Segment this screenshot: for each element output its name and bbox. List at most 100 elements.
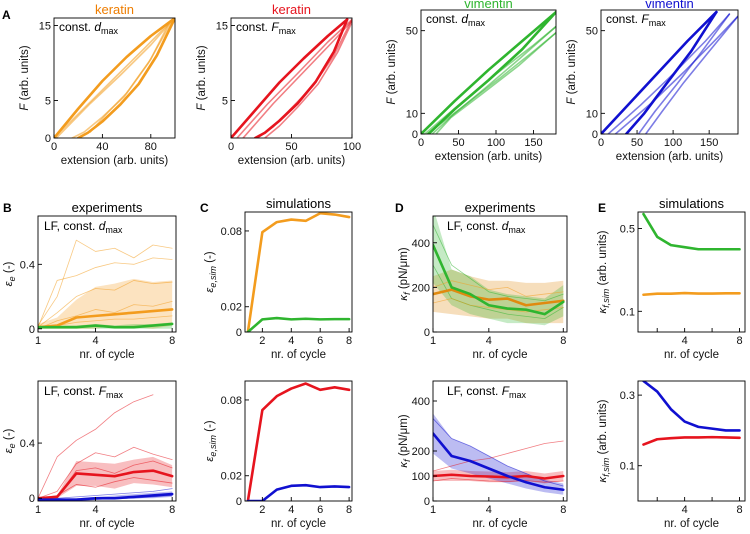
chart-c1: 2 4 6 8 0 0.02 0.08 nr. of cycle εe,sim (-) simul… [204, 196, 353, 361]
inset-label: LF, const. Fmax [44, 384, 124, 400]
x-axis-label: nr. of cycle [271, 518, 326, 530]
series-line-keratin-individual [433, 280, 564, 297]
chart-e2: 4 8 0.1 0.3 nr. of cycle κf,sim (arb. units) [597, 380, 746, 530]
y-tick-label: 0 [45, 133, 51, 145]
x-tick-label: 4 [486, 335, 492, 347]
x-tick-label: 100 [343, 141, 361, 153]
inset-subscript: max [105, 225, 123, 235]
series-line-unload [624, 10, 718, 134]
inset-prefix: const. [236, 20, 271, 34]
y-label-suffix: (-) [204, 251, 216, 266]
y-tick-label: 0.3 [620, 390, 635, 402]
plot-area [38, 394, 174, 501]
y-axis-label: εe (-) [3, 428, 17, 453]
plot-area [38, 239, 174, 330]
panel-label-b: B [3, 201, 12, 215]
plot-area [642, 212, 741, 297]
series-line-unload [427, 10, 556, 134]
y-tick-label: 0 [424, 496, 430, 508]
y-tick-label: 0.08 [221, 226, 242, 238]
band-vimentin-mean [433, 216, 564, 326]
y-tick-label: 50 [406, 26, 418, 38]
inset-label: const. Fmax [236, 20, 296, 36]
x-tick-label: 8 [736, 335, 742, 347]
inset-variable: F [271, 20, 279, 34]
series-line-keratin-individual [433, 298, 564, 313]
x-tick-label: 4 [682, 335, 688, 347]
y-tick-label: 0.08 [221, 395, 242, 407]
axes-frame [244, 211, 353, 333]
panel-label-e: E [598, 201, 606, 215]
series-line-vimentin-individual [38, 488, 173, 501]
y-axis-label: κf (pN/μm) [398, 414, 412, 467]
x-axis-label: extension (arb. units) [238, 155, 346, 167]
x-tick-label: 8 [346, 504, 352, 516]
y-label-suffix: (pN/μm) [398, 414, 410, 459]
y-label-subscript: f,sim [601, 457, 611, 477]
x-tick-label: 4 [682, 504, 688, 516]
y-label-subscript: e,sim [208, 435, 218, 457]
series-line-keratin [642, 291, 741, 297]
series-line-cycle [644, 15, 738, 134]
chart-b1: 1 4 8 0 0.4 nr. of cycle εe (-) experiments LF, … [3, 200, 177, 361]
inset-label: const. dmax [426, 12, 486, 28]
series-line-load [231, 18, 349, 138]
inset-label: LF, const. Fmax [447, 384, 527, 400]
band-keratin-mean [38, 278, 173, 329]
series-line-vimentin [246, 316, 351, 332]
y-label-subscript: f,sim [601, 288, 611, 308]
y-axis-label: κf,sim (arb. units) [597, 230, 611, 313]
inset-label: LF, const. dmax [447, 219, 526, 235]
series-line-cycle [54, 22, 170, 138]
axes-frame [37, 380, 177, 502]
plot-area [246, 212, 351, 332]
y-label-var: F [19, 103, 31, 111]
panel-label-c: C [200, 201, 209, 215]
series-line-cycle [607, 13, 731, 134]
x-axis-label: extension (arb. units) [435, 151, 543, 163]
x-tick-label: 8 [169, 504, 175, 516]
x-tick-label: 0 [51, 141, 57, 153]
series-line-cycle [435, 31, 556, 134]
plot-area [421, 10, 556, 134]
x-tick-label: 4 [288, 335, 294, 347]
y-axis-label: F (arb. units) [566, 39, 578, 104]
y-label-subscript: e [7, 443, 17, 448]
y-tick-label: 0.4 [20, 259, 35, 271]
y-label-suffix: (-) [3, 261, 15, 276]
chart-title: keratin [272, 2, 311, 17]
inset-label: const. dmax [59, 20, 119, 36]
y-axis-label: κf (pN/μm) [398, 247, 412, 300]
y-tick-label: 400 [412, 238, 430, 250]
series-line-unload [76, 18, 175, 138]
inset-variable: d [94, 20, 101, 34]
inset-subscript: max [279, 26, 297, 36]
chart-title: simulations [266, 196, 332, 211]
y-label-subscript: f [402, 458, 412, 462]
inset-variable: F [641, 12, 649, 26]
band-keratin-mean [38, 456, 173, 499]
y-label-suffix: (pN/μm) [398, 247, 410, 292]
chart-a1: 0 40 80 0 5 15 extension (arb. units) F (arb. u… [19, 2, 176, 167]
series-line-vimentin [642, 212, 741, 251]
series-line-cycle [431, 25, 556, 134]
panel-label-a: A [2, 8, 11, 22]
y-axis-label: κf,sim (arb. units) [597, 399, 611, 482]
series-line-keratin-mean [38, 469, 174, 500]
y-tick-label: 0 [424, 327, 430, 339]
series-line-unload [253, 18, 349, 138]
series-line-keratin-individual [433, 478, 564, 483]
y-tick-label: 0 [29, 493, 35, 505]
y-tick-label: 0.4 [20, 438, 35, 450]
plot-area [433, 413, 565, 495]
chart-d1: 1 4 8 0 200 400 nr. of cycle κf (pN/μm) experime… [398, 200, 568, 361]
chart-b2: 1 4 8 0 0.4 nr. of cycle εe (-) LF, const. Fmax [3, 380, 177, 530]
y-tick-label: 0 [412, 129, 418, 141]
y-label-unit: (arb. units) [386, 39, 398, 97]
x-tick-label: 4 [92, 504, 98, 516]
x-axis-label: nr. of cycle [664, 349, 719, 361]
x-tick-label: 4 [486, 504, 492, 516]
x-tick-label: 50 [631, 137, 643, 149]
y-tick-label: 0.02 [221, 302, 242, 314]
x-tick-label: 40 [96, 141, 108, 153]
